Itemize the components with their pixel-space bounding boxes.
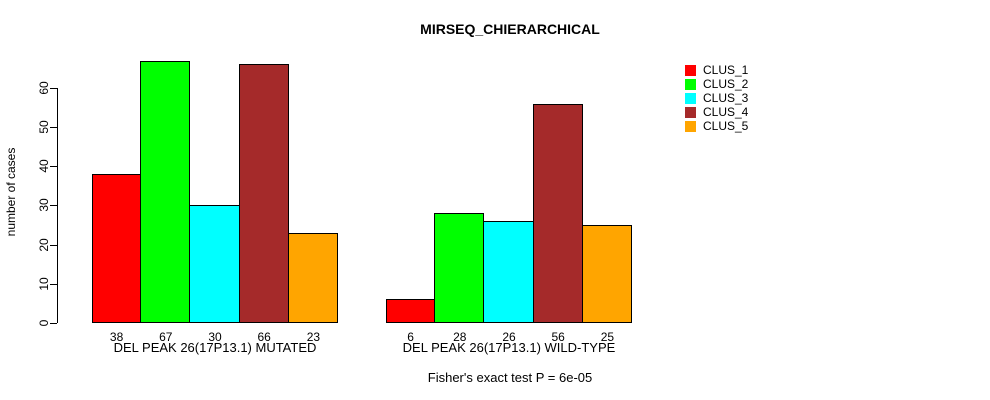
legend-label: CLUS_4 xyxy=(703,105,749,119)
bar-clus_2-group1 xyxy=(140,61,190,323)
bar-clus_5-group1 xyxy=(288,233,338,323)
legend-row: CLUS_3 xyxy=(685,91,748,105)
y-tick-label: 50 xyxy=(37,120,51,134)
group-label-mutated: DEL PEAK 26(17P13.1) MUTATED xyxy=(113,340,317,355)
bar-value-label: 23 xyxy=(306,330,321,344)
bar-clus_1-group2 xyxy=(386,299,435,323)
y-tick-mark xyxy=(50,205,57,206)
bar-value-label: 67 xyxy=(159,330,173,344)
bar-value-label: 28 xyxy=(453,330,467,344)
legend-swatch-icon xyxy=(685,106,696,118)
legend-label: CLUS_1 xyxy=(703,63,749,77)
bar-clus_1-group1 xyxy=(92,174,141,323)
legend-swatch-icon xyxy=(685,64,696,76)
legend-row: CLUS_1 xyxy=(685,63,748,77)
legend: CLUS_1 CLUS_2 CLUS_3 CLUS_4 CLUS_5 xyxy=(685,63,748,133)
y-tick-mark xyxy=(50,323,57,324)
legend-label: CLUS_3 xyxy=(703,91,749,105)
group-label-wild-type: DEL PEAK 26(17P13.1) WILD-TYPE xyxy=(402,340,616,355)
legend-label: CLUS_2 xyxy=(703,77,749,91)
bar-clus_5-group2 xyxy=(582,225,632,323)
bar-clus_3-group2 xyxy=(483,221,534,323)
legend-swatch-icon xyxy=(685,92,696,104)
y-tick-mark xyxy=(50,284,57,285)
y-tick-label: 40 xyxy=(37,159,51,174)
bar-clus_3-group1 xyxy=(189,205,240,323)
bar-clus_2-group2 xyxy=(434,213,484,323)
y-tick-label: 30 xyxy=(37,198,51,213)
y-tick-label: 60 xyxy=(37,81,51,95)
legend-row: CLUS_2 xyxy=(685,77,748,91)
bar-value-label: 38 xyxy=(109,330,124,344)
y-axis-title: number of cases xyxy=(4,147,18,237)
y-axis-line xyxy=(57,88,58,323)
bar-clus_4-group2 xyxy=(533,104,583,323)
legend-label: CLUS_5 xyxy=(703,119,749,133)
bar-value-label: 26 xyxy=(502,330,516,344)
y-tick-mark xyxy=(50,127,57,128)
bar-clus_4-group1 xyxy=(239,64,289,323)
y-tick-mark xyxy=(50,88,57,89)
legend-row: CLUS_4 xyxy=(685,105,748,119)
y-tick-label: 10 xyxy=(37,277,51,291)
y-tick-label: 20 xyxy=(37,237,51,252)
y-tick-label: 0 xyxy=(37,319,51,327)
bar-value-label: 30 xyxy=(208,330,222,344)
bar-value-label: 25 xyxy=(600,330,615,344)
y-tick-mark xyxy=(50,166,57,167)
y-tick-mark xyxy=(50,245,57,246)
legend-swatch-icon xyxy=(685,120,696,132)
bar-value-label: 56 xyxy=(551,330,565,344)
legend-row: CLUS_5 xyxy=(685,119,748,133)
fisher-test-annotation: Fisher's exact test P = 6e-05 xyxy=(427,370,593,385)
chart-title: MIRSEQ_CHIERARCHICAL xyxy=(420,21,600,37)
bar-value-label: 6 xyxy=(407,330,414,344)
bar-value-label: 66 xyxy=(257,330,271,344)
legend-swatch-icon xyxy=(685,78,696,90)
